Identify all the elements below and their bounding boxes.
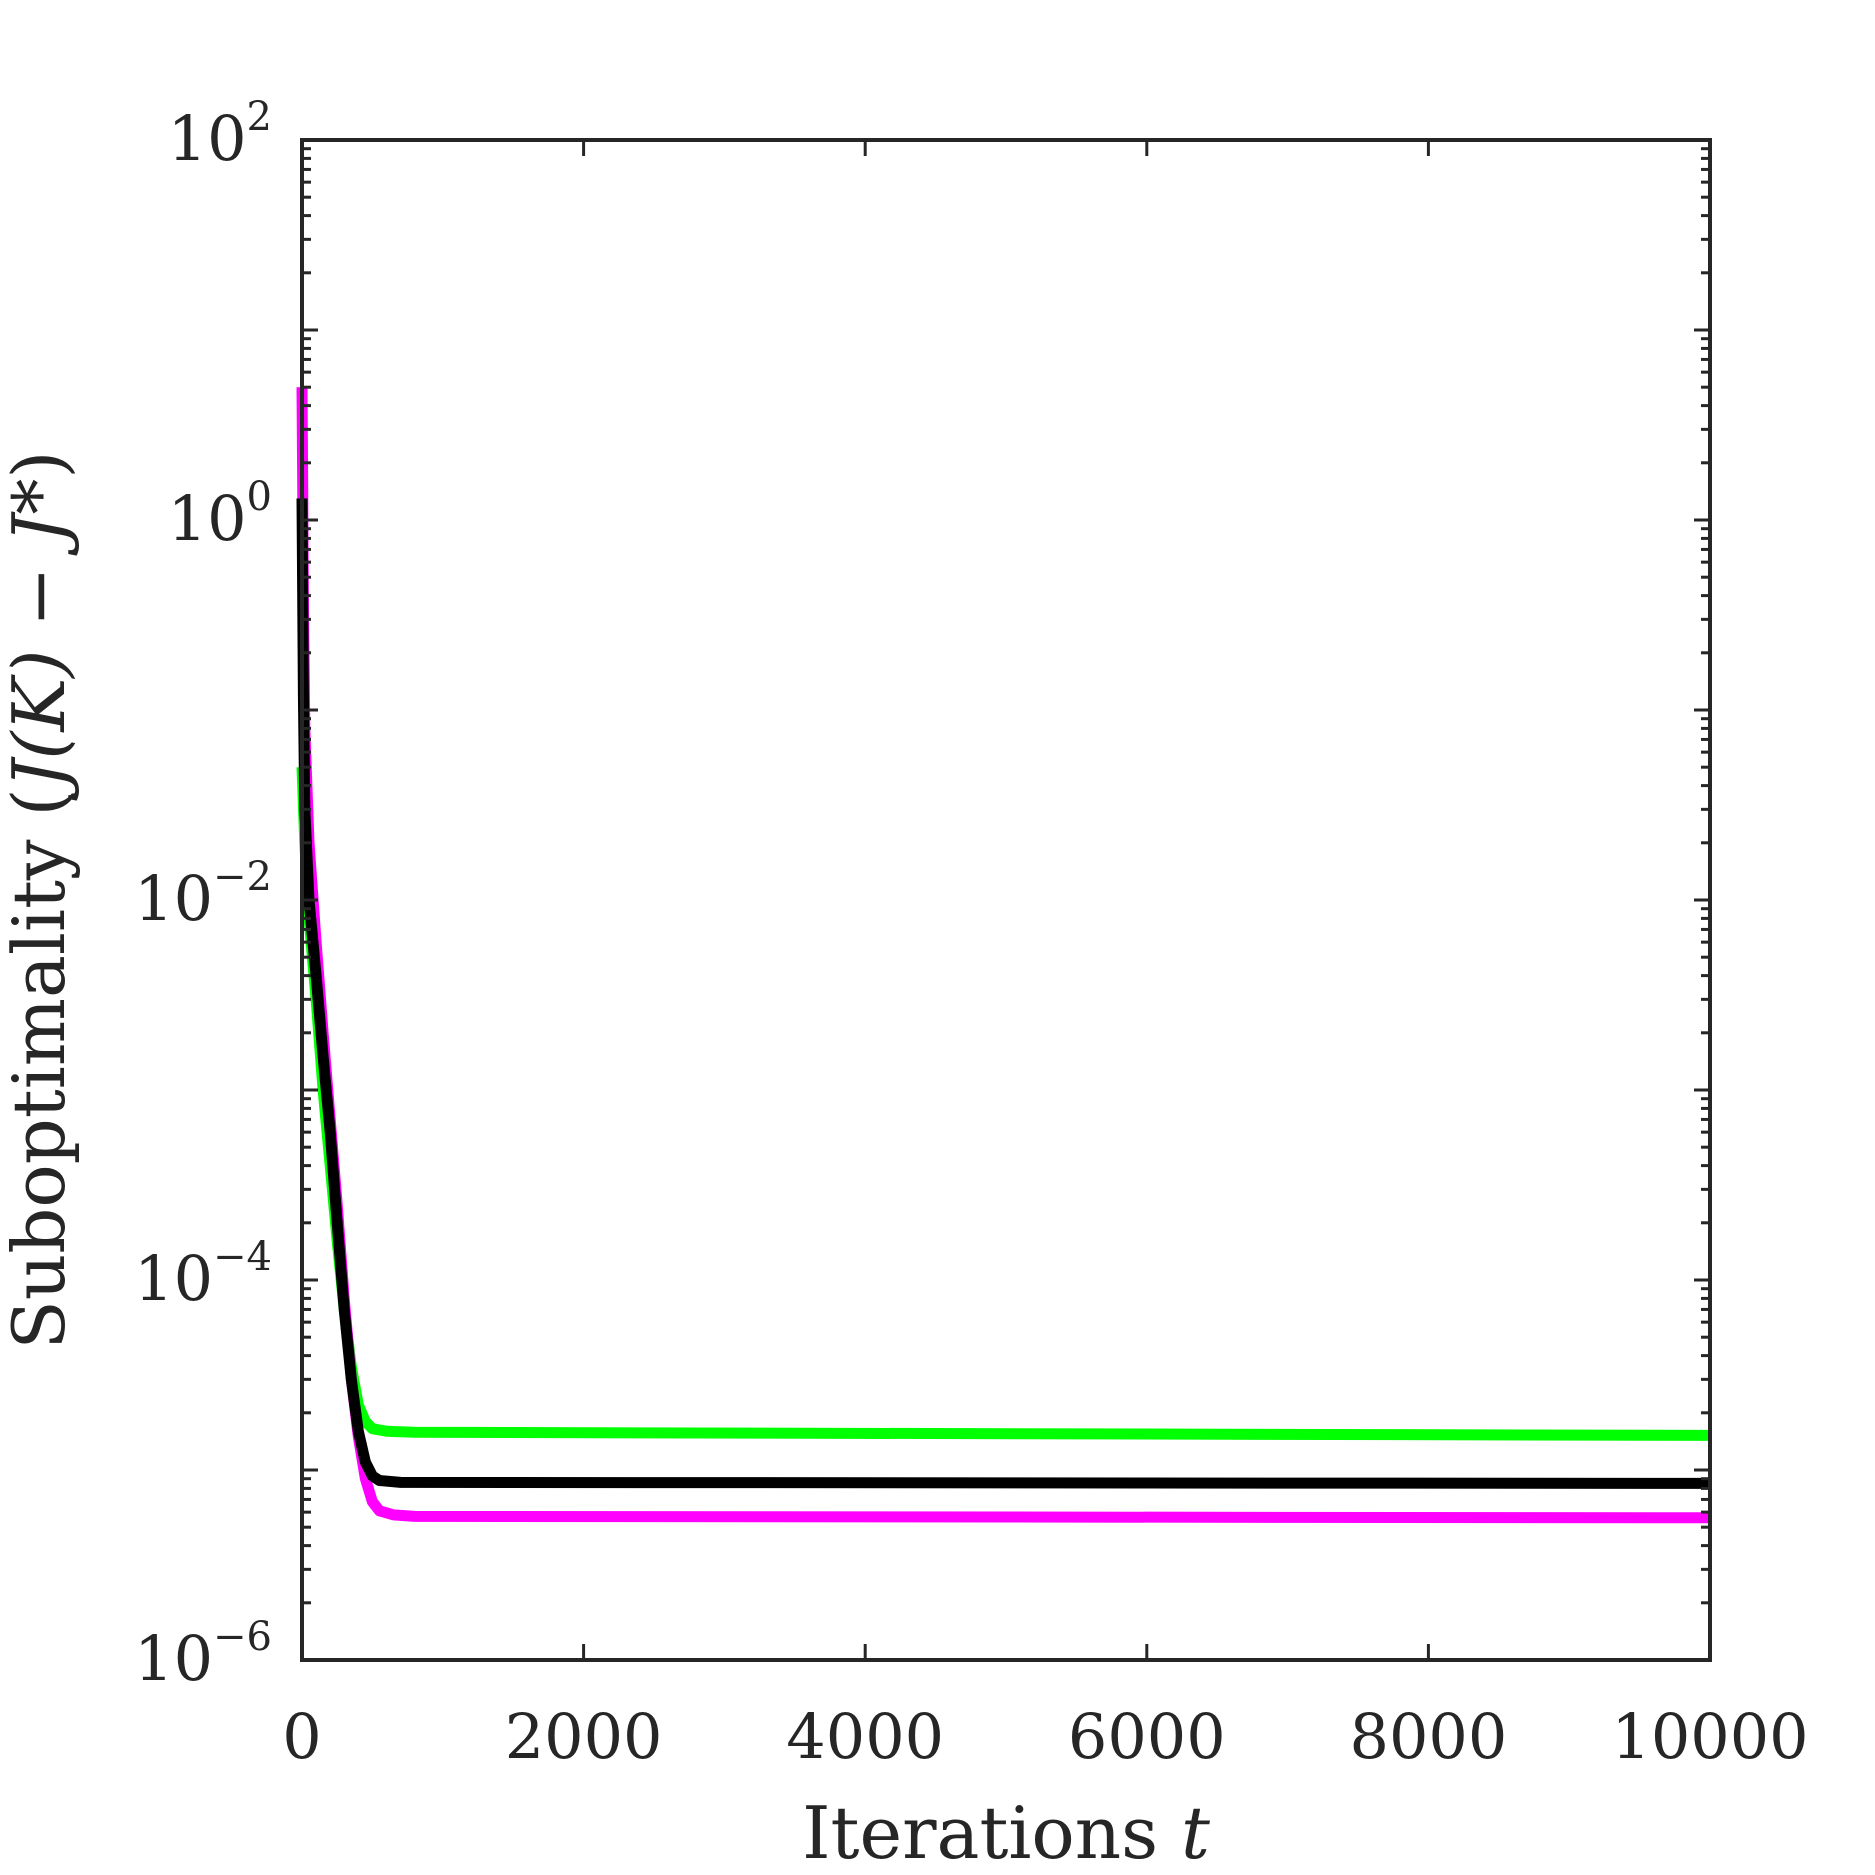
x-axis-label-var: t <box>1181 1791 1211 1875</box>
y-tick-exponent: 0 <box>247 474 272 520</box>
x-tick-label: 4000 <box>786 1700 944 1773</box>
y-tick-base: 10 <box>134 862 213 935</box>
series-line-3 <box>296 498 1711 1489</box>
y-axis-label: Suboptimality (J(K) − J*) <box>0 451 81 1350</box>
series-layer <box>296 387 1711 1524</box>
y-axis-label-expr: J(K) − J* <box>0 479 81 802</box>
y-axis-label-close: ) <box>0 451 81 479</box>
y-axis-label-text: Suboptimality ( <box>0 788 81 1349</box>
y-tick-base: 10 <box>168 482 247 555</box>
series-line-2 <box>296 387 1711 1524</box>
y-tick-base: 10 <box>168 102 247 175</box>
ticks-layer <box>300 138 1712 1662</box>
x-axis-label-text: Iterations <box>802 1791 1181 1875</box>
y-tick-label: 10−6 <box>134 1614 272 1695</box>
x-tick-label: 2000 <box>505 1700 663 1773</box>
x-tick-label: 8000 <box>1350 1700 1508 1773</box>
y-tick-label: 10−2 <box>134 854 272 935</box>
y-tick-exponent: 2 <box>247 94 272 140</box>
series-line-1 <box>296 766 1711 1441</box>
x-tick-label: 6000 <box>1068 1700 1226 1773</box>
y-tick-exponent: −6 <box>213 1614 272 1660</box>
y-tick-base: 10 <box>134 1622 213 1695</box>
y-tick-exponent: −4 <box>213 1234 272 1280</box>
x-axis-label: Iterations t <box>802 1791 1211 1875</box>
y-tick-exponent: −2 <box>213 854 272 900</box>
y-tick-label: 10−4 <box>134 1234 272 1315</box>
y-tick-base: 10 <box>134 1242 213 1315</box>
y-tick-label: 102 <box>168 94 272 175</box>
y-tick-label: 100 <box>168 474 272 555</box>
x-tick-label: 10000 <box>1611 1700 1808 1773</box>
x-tick-label: 0 <box>282 1700 321 1773</box>
